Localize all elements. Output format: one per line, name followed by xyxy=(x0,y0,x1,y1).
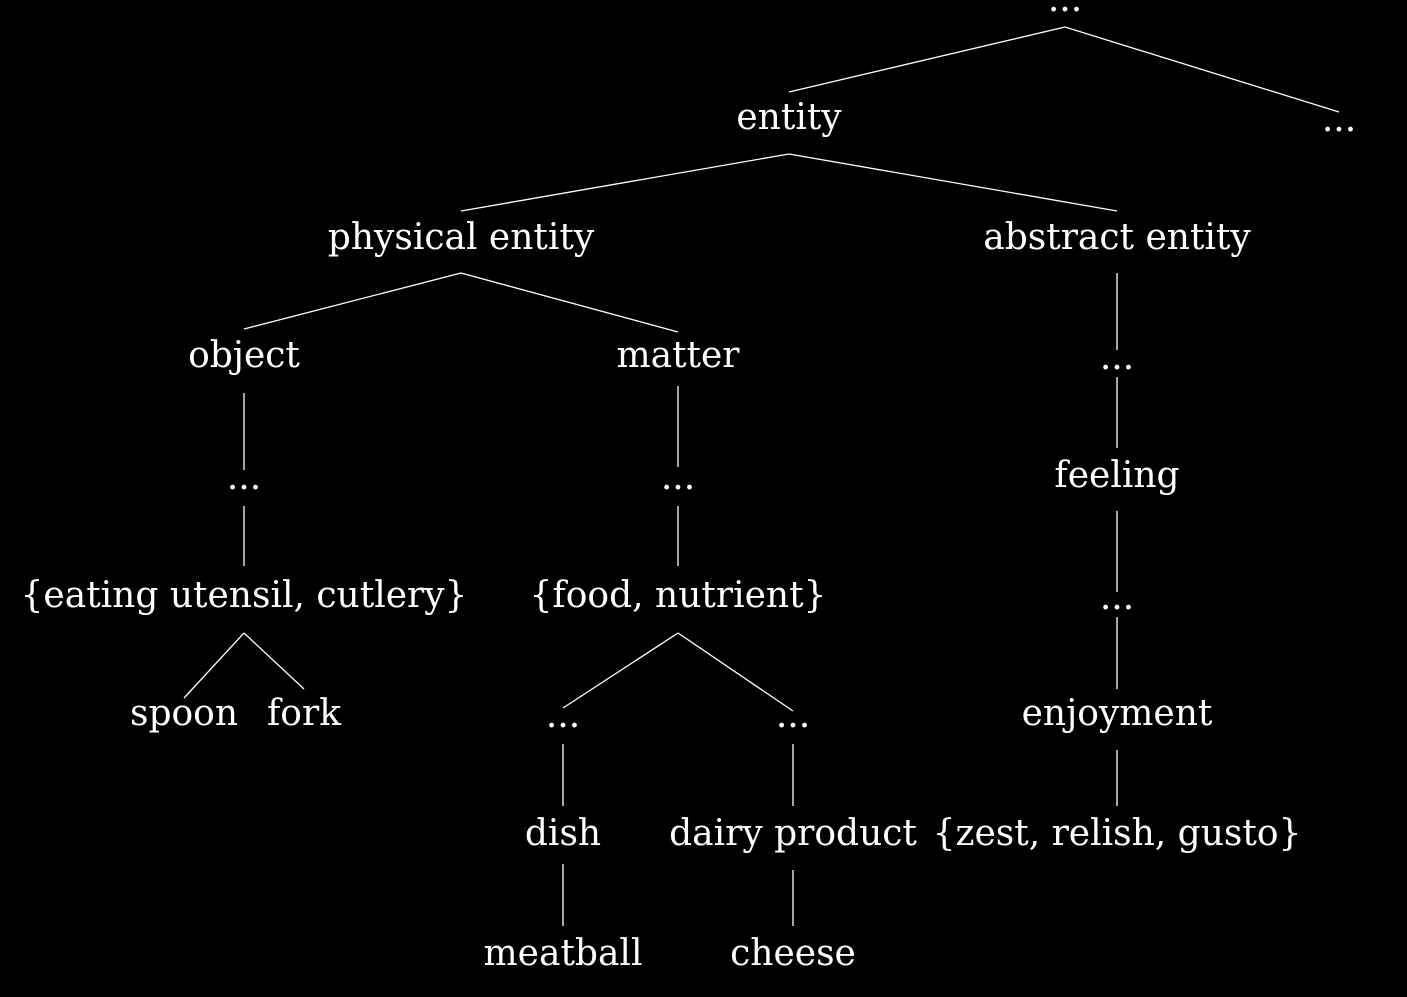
node-object: object xyxy=(188,335,300,376)
node-object-gap: ... xyxy=(227,457,261,498)
node-cheese: cheese xyxy=(730,933,856,974)
node-root: ... xyxy=(1048,0,1082,20)
edge-physical-entity-to-object xyxy=(243,272,462,330)
node-meatball: meatball xyxy=(484,933,643,974)
node-food-gap-2: ... xyxy=(776,695,810,736)
edge-root-to-entity xyxy=(788,26,1066,93)
node-food: {food, nutrient} xyxy=(530,575,827,616)
edge-eating-utensil-to-fork xyxy=(243,632,305,690)
node-physical-entity: physical entity xyxy=(328,217,595,258)
edge-entity-to-abstract-entity xyxy=(788,153,1118,212)
tree-edges xyxy=(183,26,1340,926)
node-zest: {zest, relish, gusto} xyxy=(933,813,1302,854)
node-dish: dish xyxy=(525,813,601,854)
node-food-gap-1: ... xyxy=(546,695,580,736)
node-fork: fork xyxy=(267,693,342,734)
node-feeling: feeling xyxy=(1054,455,1179,496)
edge-root-to-root-other xyxy=(1064,26,1340,113)
edge-eating-utensil-to-spoon xyxy=(183,632,245,699)
edge-physical-entity-to-matter xyxy=(460,272,679,333)
node-eating-utensil: {eating utensil, cutlery} xyxy=(21,575,468,616)
node-matter-gap: ... xyxy=(661,457,695,498)
node-root-other: ... xyxy=(1322,99,1356,140)
node-enjoyment: enjoyment xyxy=(1022,693,1213,734)
edge-food-to-food-gap-2 xyxy=(677,632,794,712)
node-spoon: spoon xyxy=(130,693,238,734)
edge-food-to-food-gap-1 xyxy=(562,632,679,709)
edge-entity-to-physical-entity xyxy=(460,153,790,212)
node-entity: entity xyxy=(736,97,842,138)
node-abstract-entity: abstract entity xyxy=(983,217,1251,258)
node-matter: matter xyxy=(616,335,740,376)
node-feeling-gap: ... xyxy=(1100,577,1134,618)
node-dairy-product: dairy product xyxy=(669,813,917,854)
node-abstract-gap: ... xyxy=(1100,337,1134,378)
